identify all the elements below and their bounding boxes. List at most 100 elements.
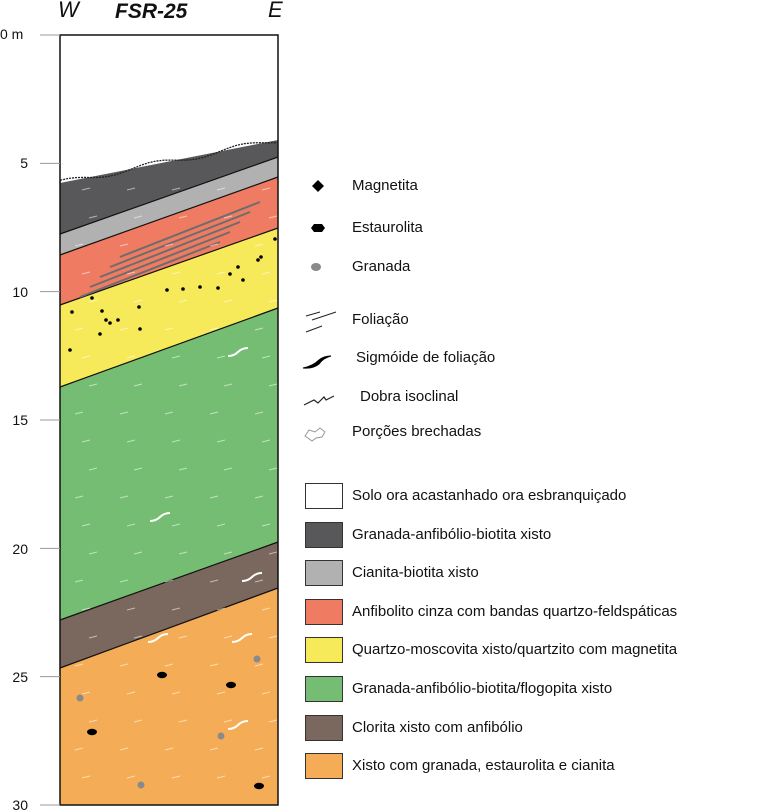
foliation-mark bbox=[81, 271, 91, 275]
foliation-mark bbox=[74, 327, 84, 331]
soil-boundary bbox=[59, 142, 277, 183]
foliation-mark bbox=[81, 775, 91, 779]
foliation-mark bbox=[216, 607, 226, 611]
layer-7 bbox=[60, 588, 278, 805]
legend-lithology-label: Granada-anfibólio-biotita/flogopita xist… bbox=[352, 680, 613, 697]
magnetite-mark bbox=[216, 286, 220, 290]
foliation-mark bbox=[81, 691, 91, 695]
magnetite-mark bbox=[198, 285, 202, 289]
garnet-mark bbox=[217, 732, 225, 740]
legend-swatch bbox=[305, 560, 343, 587]
legend-lithology-label: Granada-anfibólio-biotita xisto bbox=[352, 525, 552, 543]
magnetite-mark bbox=[108, 321, 112, 325]
foliation-mark bbox=[261, 523, 271, 527]
foliation-mark bbox=[171, 607, 181, 611]
foliation-mark bbox=[171, 691, 181, 695]
quartz-feldspar-band bbox=[99, 221, 241, 278]
sigmoid-mark bbox=[147, 633, 169, 643]
foliation-mark bbox=[223, 383, 233, 387]
foliation-mark bbox=[126, 355, 136, 359]
east-label: E bbox=[268, 0, 283, 22]
foliation-mark bbox=[164, 495, 174, 499]
foliation-mark bbox=[209, 747, 219, 751]
magnetite-mark bbox=[181, 287, 185, 291]
foliation-mark bbox=[126, 187, 136, 191]
section-title: FSR-25 bbox=[115, 0, 188, 23]
foliation-mark bbox=[268, 635, 278, 639]
legend-lithology-label: Cianita-biotita xisto bbox=[352, 564, 479, 582]
depth-label: 5 bbox=[20, 155, 28, 171]
foliation-mark bbox=[209, 411, 219, 415]
staurolite-mark bbox=[87, 728, 97, 736]
foliation-mark bbox=[88, 719, 98, 723]
layer-5 bbox=[60, 308, 278, 620]
foliation-mark bbox=[254, 747, 264, 751]
foliation-mark bbox=[126, 607, 136, 611]
foliation-mark bbox=[126, 691, 136, 695]
legend-lithology-label: Quartzo-moscovita xisto/quartzito com ma… bbox=[352, 641, 678, 659]
legend-lithology-label: Xisto com granada, estaurolita e cianita bbox=[352, 757, 615, 775]
foliation-mark bbox=[164, 579, 174, 583]
foliation-mark bbox=[261, 355, 271, 359]
garnet-mark bbox=[253, 655, 261, 663]
foliation-mark bbox=[261, 271, 271, 275]
foliation-mark bbox=[268, 551, 278, 555]
foliation-mark bbox=[74, 243, 84, 247]
foliation-mark bbox=[88, 551, 98, 555]
legend-swatch bbox=[305, 637, 343, 664]
foliation-mark bbox=[268, 719, 278, 723]
legend-symbol-label: Magnetita bbox=[352, 177, 418, 194]
foliation-mark bbox=[74, 411, 84, 415]
depth-label: 0 m bbox=[0, 26, 24, 42]
foliation-mark bbox=[119, 243, 129, 247]
layer-boundary bbox=[59, 176, 279, 256]
foliation-mark bbox=[171, 523, 181, 527]
magnetite-mark bbox=[165, 288, 169, 292]
foliation-mark bbox=[171, 271, 181, 275]
foliation-mark bbox=[209, 327, 219, 331]
depth-label: 30 bbox=[12, 797, 28, 812]
foliation-mark bbox=[133, 383, 143, 387]
foliation-mark bbox=[216, 355, 226, 359]
legend-symbol-label: Dobra isoclinal bbox=[360, 388, 459, 405]
foliation-mark bbox=[254, 579, 264, 583]
foliation-mark bbox=[171, 355, 181, 359]
magnetite-mark bbox=[241, 278, 245, 282]
quartz-feldspar-band bbox=[89, 231, 231, 288]
depth-label: 10 bbox=[12, 284, 28, 300]
foliation-mark bbox=[88, 215, 98, 219]
legend-lithology-label: Anfibolito cinza com bandas quartzo-feld… bbox=[352, 602, 678, 620]
staurolite-hexagon-icon bbox=[311, 224, 325, 232]
foliation-mark bbox=[81, 607, 91, 611]
foliation-mark bbox=[133, 215, 143, 219]
foliation-mark bbox=[178, 383, 188, 387]
foliation-mark bbox=[223, 215, 233, 219]
legend-lithology-label: Clorita xisto com anfibólio bbox=[352, 718, 523, 736]
foliation-mark bbox=[119, 663, 129, 667]
legend-swatch bbox=[305, 521, 343, 548]
magnetite-mark bbox=[68, 348, 72, 352]
magnetite-mark bbox=[116, 318, 120, 322]
foliation-mark bbox=[268, 299, 278, 303]
foliation-mark bbox=[223, 467, 233, 471]
garnet-mark bbox=[76, 694, 84, 702]
magnetite-mark bbox=[236, 265, 240, 269]
foliation-mark bbox=[81, 439, 91, 443]
foliation-mark bbox=[209, 495, 219, 499]
legend-lithology-label: Solo ora acastanhado ora esbranquiçado bbox=[352, 487, 627, 504]
foliation-mark bbox=[254, 663, 264, 667]
magnetite-mark bbox=[259, 255, 263, 259]
brecciated-portion-icon bbox=[304, 427, 326, 442]
magnetite-diamond-icon bbox=[312, 180, 324, 192]
foliation-mark bbox=[119, 411, 129, 415]
foliation-mark bbox=[209, 243, 219, 247]
foliation-mark bbox=[254, 411, 264, 415]
foliation-mark bbox=[178, 467, 188, 471]
foliation-mark bbox=[216, 439, 226, 443]
foliation-mark bbox=[254, 243, 264, 247]
west-label: W bbox=[58, 0, 79, 22]
foliation-mark bbox=[74, 495, 84, 499]
foliation-mark bbox=[81, 355, 91, 359]
